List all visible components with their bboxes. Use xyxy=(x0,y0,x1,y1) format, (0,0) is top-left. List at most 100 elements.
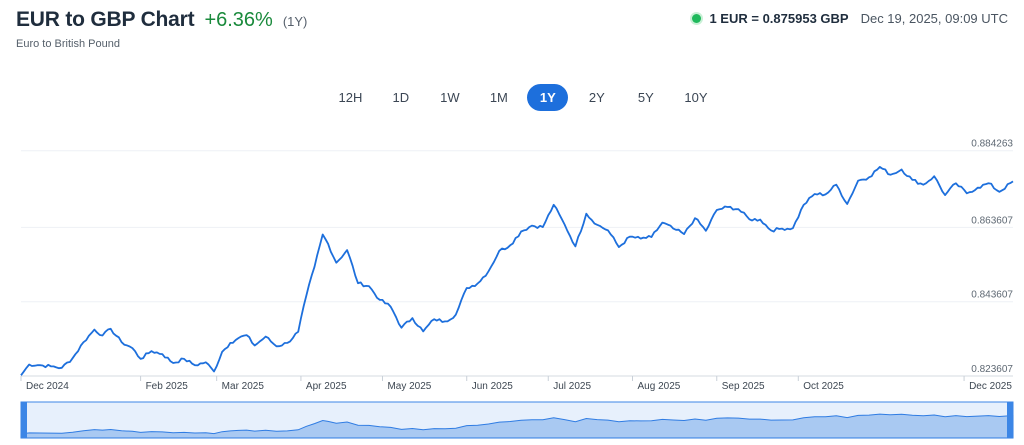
data-point xyxy=(551,202,556,207)
chart-grid xyxy=(21,150,1013,377)
header: EUR to GBP Chart +6.36% (1Y) Euro to Bri… xyxy=(16,8,1008,58)
data-point xyxy=(138,356,143,361)
x-tick-label: Apr 2025 xyxy=(306,381,347,392)
change-percent: +6.36% xyxy=(204,9,273,31)
live-status-icon xyxy=(692,14,702,23)
data-point xyxy=(486,269,491,274)
data-point xyxy=(801,202,806,207)
data-point xyxy=(834,182,839,187)
x-tick-label: May 2025 xyxy=(387,381,431,392)
x-tick-label: Oct 2025 xyxy=(803,381,844,392)
page-subtitle: Euro to British Pound xyxy=(16,38,120,50)
data-point xyxy=(377,297,382,302)
data-point xyxy=(228,340,233,345)
data-point xyxy=(595,222,600,227)
data-point xyxy=(943,193,948,198)
data-point xyxy=(769,228,774,233)
data-point xyxy=(758,217,763,222)
data-point xyxy=(540,225,545,230)
data-point xyxy=(1011,179,1016,184)
data-point xyxy=(220,349,225,354)
page-title: EUR to GBP Chart xyxy=(16,8,195,31)
data-point xyxy=(714,207,719,212)
range-navigator[interactable] xyxy=(20,401,1014,439)
data-point xyxy=(100,333,105,338)
tab-12h[interactable]: 12H xyxy=(338,90,363,105)
data-point xyxy=(638,236,643,241)
x-axis-ticks: Dec 2024 Feb 2025 Mar 2025 Apr 2025 May 2025… xyxy=(20,375,1013,392)
data-point xyxy=(464,285,469,290)
data-point xyxy=(823,192,828,197)
data-point xyxy=(856,178,861,183)
data-point xyxy=(59,365,64,370)
series-line xyxy=(20,166,1014,376)
data-point xyxy=(932,174,937,179)
data-point xyxy=(296,329,301,334)
tab-1d[interactable]: 1D xyxy=(392,90,410,105)
data-point xyxy=(252,343,257,348)
data-point xyxy=(606,228,611,233)
exchange-rate-chart[interactable]: 0.884263 0.863607 0.843607 0.823607 Dec 202… xyxy=(0,120,1024,445)
data-point xyxy=(812,192,817,197)
tab-5y[interactable]: 5Y xyxy=(637,90,654,105)
data-point xyxy=(149,349,154,354)
data-point xyxy=(562,222,567,227)
data-point xyxy=(274,344,279,349)
data-point xyxy=(519,229,524,234)
data-point xyxy=(38,363,43,368)
x-tick-label: Dec 2025 xyxy=(969,381,1012,392)
data-point xyxy=(660,220,665,225)
data-point xyxy=(19,373,24,378)
data-point xyxy=(627,234,632,239)
data-point xyxy=(410,316,415,321)
tab-10y[interactable]: 10Y xyxy=(684,90,708,105)
tab-1m[interactable]: 1M xyxy=(489,90,508,105)
data-point xyxy=(236,336,241,341)
data-point xyxy=(997,189,1002,194)
x-tick-label: Aug 2025 xyxy=(638,381,681,392)
navigator-right-handle[interactable] xyxy=(1007,402,1013,438)
data-point xyxy=(475,281,480,286)
x-tick-label: Jun 2025 xyxy=(472,381,514,392)
data-point xyxy=(693,216,698,221)
data-point xyxy=(192,363,197,368)
tab-1y[interactable]: 1Y xyxy=(527,84,569,111)
data-point xyxy=(399,325,404,330)
data-point xyxy=(725,205,730,210)
data-point xyxy=(616,245,621,250)
rate-timestamp: Dec 19, 2025, 09:09 UTC xyxy=(860,11,1008,26)
x-tick-label: Dec 2024 xyxy=(26,381,69,392)
y-tick-label: 0.884263 xyxy=(971,139,1013,150)
data-point xyxy=(790,226,795,231)
navigator-left-handle[interactable] xyxy=(21,402,27,438)
data-point xyxy=(953,181,958,186)
data-point xyxy=(334,260,339,265)
data-point xyxy=(529,223,534,228)
data-point xyxy=(119,340,124,345)
data-point xyxy=(866,175,871,180)
x-tick-label: Sep 2025 xyxy=(722,381,765,392)
data-point xyxy=(48,364,53,369)
x-tick-label: Feb 2025 xyxy=(146,381,189,392)
y-tick-label: 0.863607 xyxy=(971,215,1013,226)
data-point xyxy=(497,248,502,253)
plot-area xyxy=(19,166,1016,378)
data-point xyxy=(108,326,113,331)
data-point xyxy=(899,167,904,172)
tab-2y[interactable]: 2Y xyxy=(588,90,605,105)
data-point xyxy=(356,281,361,286)
y-tick-label: 0.823607 xyxy=(971,364,1013,375)
data-point xyxy=(703,228,708,233)
data-point xyxy=(975,185,980,190)
data-point xyxy=(888,172,893,177)
data-point xyxy=(92,327,97,332)
tab-1w[interactable]: 1W xyxy=(440,90,460,105)
data-point xyxy=(388,304,393,309)
data-point xyxy=(573,244,578,249)
data-point xyxy=(432,317,437,322)
data-point xyxy=(649,235,654,240)
data-point xyxy=(910,177,915,182)
data-point xyxy=(453,312,458,317)
data-point xyxy=(160,352,165,357)
data-point xyxy=(285,340,290,345)
